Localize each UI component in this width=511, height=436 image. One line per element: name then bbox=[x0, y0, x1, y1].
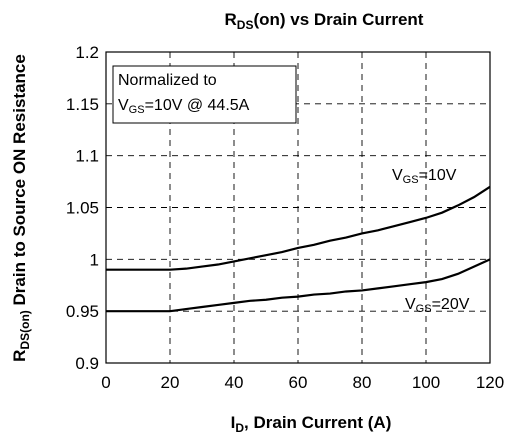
series-label-vgs10-main: V bbox=[392, 167, 403, 184]
series-label-vgs10: VGS=10V bbox=[392, 167, 457, 186]
series-label-vgs20: VGS=20V bbox=[405, 296, 470, 315]
x-tick-label: 60 bbox=[289, 373, 308, 392]
xlabel-rest: , Drain Current (A) bbox=[244, 413, 391, 432]
title-main: R bbox=[225, 10, 237, 29]
annotation-line2-sub: GS bbox=[129, 104, 145, 116]
ylabel-sub: DS(on) bbox=[18, 310, 32, 349]
series-group bbox=[106, 187, 490, 311]
title-rest: (on) vs Drain Current bbox=[253, 10, 423, 29]
series-label-vgs20-rest: =20V bbox=[432, 296, 470, 313]
series-label-vgs20-sub: GS bbox=[416, 303, 432, 315]
series-label-vgs10-sub: GS bbox=[403, 174, 419, 186]
ylabel-rest: Drain to Source ON Resistance bbox=[10, 54, 29, 310]
x-tick-label: 0 bbox=[101, 373, 110, 392]
series-label-vgs10-rest: =10V bbox=[419, 167, 457, 184]
x-tick-label: 80 bbox=[353, 373, 372, 392]
annotation-line1: Normalized to bbox=[118, 72, 217, 89]
y-tick-label: 1.1 bbox=[75, 147, 99, 166]
y-tick-label: 1.15 bbox=[66, 95, 99, 114]
chart-title: RDS(on) vs Drain Current bbox=[225, 10, 424, 32]
annotation-line2-rest: =10V @ 44.5A bbox=[145, 97, 250, 114]
x-tick-label: 100 bbox=[412, 373, 440, 392]
annotation: Normalized to VGS=10V @ 44.5A bbox=[113, 66, 296, 123]
x-tick-label: 120 bbox=[476, 373, 504, 392]
y-tick-label: 0.9 bbox=[75, 354, 99, 373]
xlabel-sub: D bbox=[235, 421, 244, 435]
y-axis-label: RDS(on) Drain to Source ON Resistance bbox=[10, 54, 32, 362]
title-sub: DS bbox=[237, 18, 254, 32]
y-tick-label: 1.05 bbox=[66, 199, 99, 218]
y-tick-label: 1.2 bbox=[75, 43, 99, 62]
y-tick-label: 0.95 bbox=[66, 302, 99, 321]
x-tick-label: 40 bbox=[225, 373, 244, 392]
x-tick-label: 20 bbox=[161, 373, 180, 392]
series-label-vgs20-main: V bbox=[405, 296, 416, 313]
annotation-line2-main: V bbox=[118, 97, 129, 114]
y-tick-label: 1 bbox=[90, 250, 99, 269]
x-axis-label: ID, Drain Current (A) bbox=[231, 413, 392, 435]
ylabel-main: R bbox=[10, 350, 29, 362]
